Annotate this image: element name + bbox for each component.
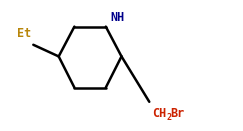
- Text: Et: Et: [17, 27, 31, 40]
- Text: 2: 2: [167, 113, 172, 122]
- Text: NH: NH: [111, 11, 125, 24]
- Text: CH: CH: [152, 107, 166, 120]
- Text: Br: Br: [171, 107, 185, 120]
